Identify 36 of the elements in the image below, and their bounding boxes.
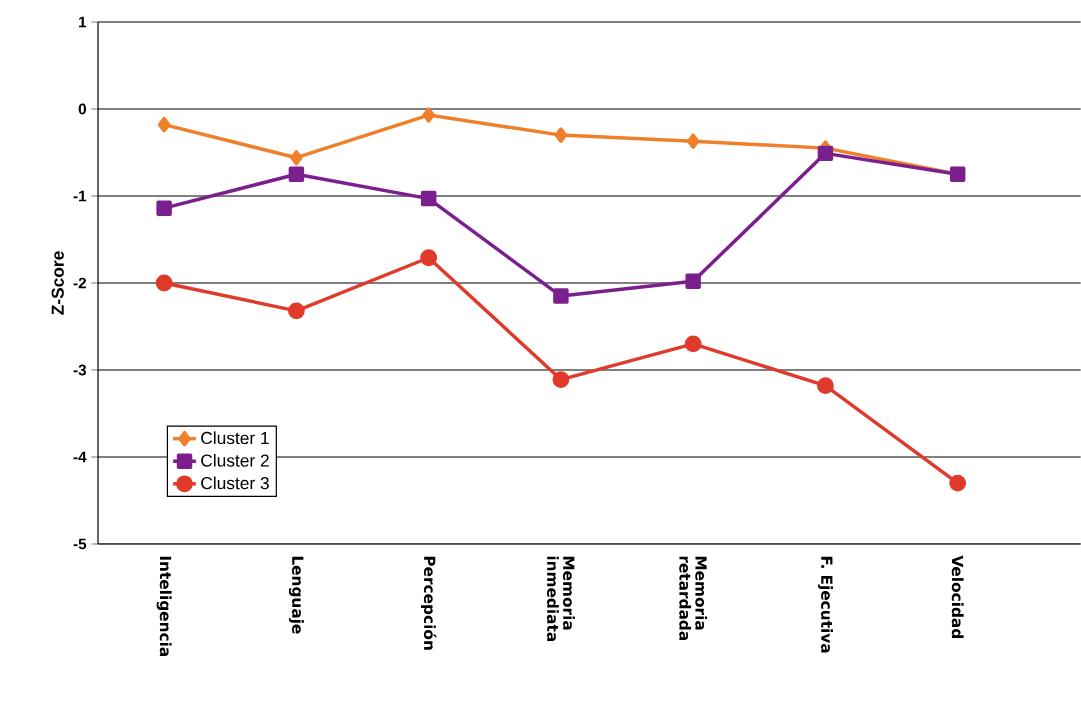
point [686,133,700,149]
legend-label: Cluster 1 [201,431,269,445]
y-tick-label: -4 [73,451,87,463]
y-axis-title: Z-Score [51,251,64,315]
y-tick-label: -5 [73,538,87,550]
point [155,274,173,292]
x-tick-label: Velocidad [951,555,964,638]
point [156,200,172,216]
point [949,474,967,492]
y-tick-label: -3 [73,364,87,376]
y-tick-label: 0 [78,103,87,115]
point [420,249,438,267]
point [420,190,437,207]
x-tick-label: Memoria retardada [679,556,708,640]
x-tick-label: Memoria inmediata [546,556,575,641]
point [290,149,303,166]
legend-label: Cluster 3 [201,476,269,490]
point [553,288,569,304]
point [684,335,702,353]
y-tick-label: 1 [79,16,87,28]
point [288,166,305,182]
y-tick-label: -1 [73,190,87,202]
x-tick-label: Percepción [420,556,437,650]
point [817,145,834,162]
x-tick-label: Inteligencia [156,556,172,657]
point [685,273,701,289]
point [157,116,171,133]
x-tick-label: Lenguaje [288,556,304,634]
x-tick-label: F. Ejecutiva [817,556,833,653]
point [817,377,834,395]
y-tick-label: -2 [73,277,87,289]
point [422,107,435,123]
point [552,371,570,388]
legend-label: Cluster 2 [201,453,269,467]
point [554,127,568,143]
point [287,302,305,320]
